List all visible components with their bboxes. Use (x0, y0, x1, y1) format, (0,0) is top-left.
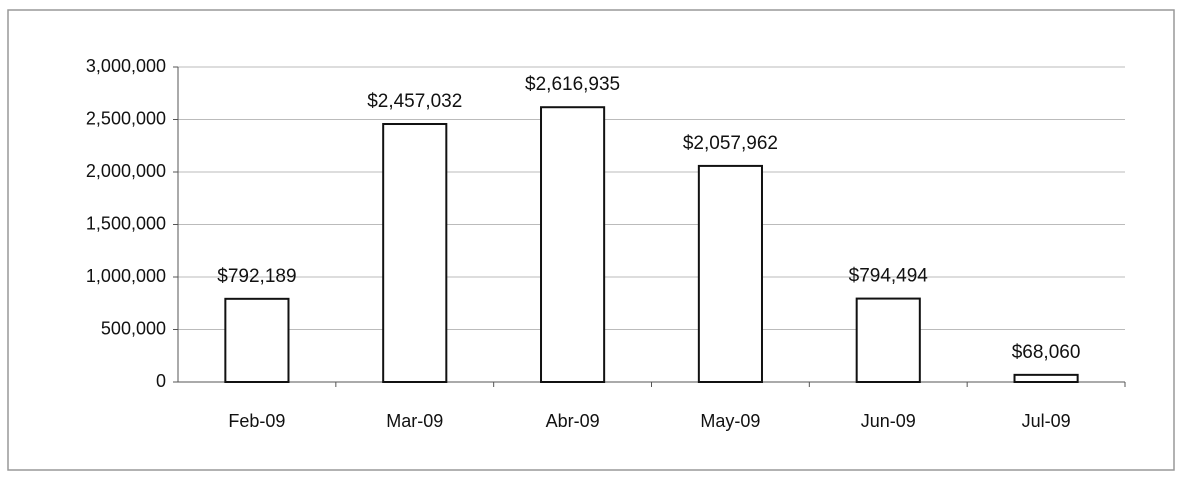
value-label: $794,494 (849, 266, 929, 287)
value-label: $792,189 (217, 266, 296, 287)
value-label: $2,616,935 (525, 74, 620, 95)
bar (540, 106, 606, 383)
x-tick-label: Jun-09 (861, 411, 916, 431)
bar (1013, 373, 1079, 383)
y-tick-label: 2,500,000 (86, 108, 166, 128)
bar (697, 164, 763, 383)
y-tick-label: 1,000,000 (86, 266, 166, 286)
y-tick-label: 0 (156, 371, 166, 391)
y-tick-label: 1,500,000 (86, 213, 166, 233)
bar (855, 297, 921, 383)
x-tick-label: Abr-09 (546, 411, 600, 431)
bar (224, 297, 290, 384)
y-tick-label: 2,000,000 (86, 161, 166, 181)
bar (382, 123, 448, 384)
x-tick-label: Feb-09 (228, 411, 285, 431)
value-label: $2,457,032 (367, 91, 462, 112)
y-tick-label: 500,000 (101, 318, 166, 338)
value-label: $2,057,962 (683, 133, 778, 154)
value-label: $68,060 (1012, 342, 1081, 363)
x-tick-label: Mar-09 (386, 411, 443, 431)
x-tick-label: May-09 (700, 411, 760, 431)
y-tick-label: 3,000,000 (86, 56, 166, 76)
x-tick-label: Jul-09 (1022, 411, 1071, 431)
